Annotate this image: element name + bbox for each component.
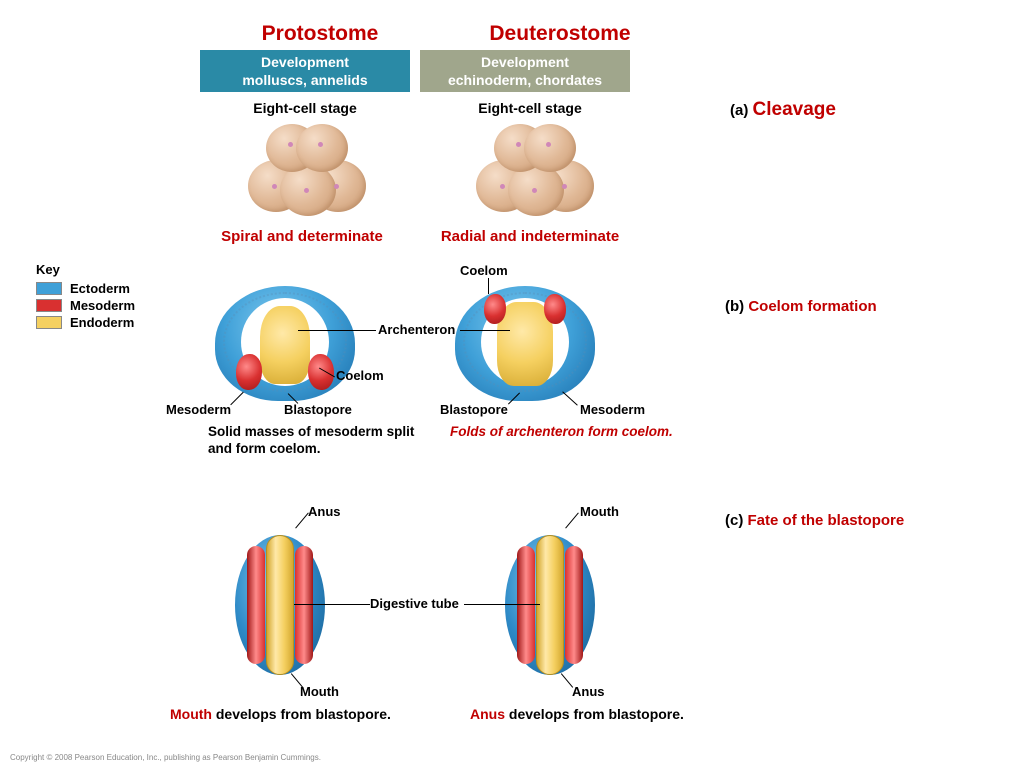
label-archenteron: Archenteron [378,322,455,337]
stage-label-left: Eight-cell stage [215,100,395,116]
protostome-title: Protostome [220,22,420,46]
label-mouth-deut: Mouth [580,504,619,519]
legend-key: Key Ectoderm Mesoderm Endoderm [36,262,135,332]
coelom-caption-right: Folds of archenteron form coelom. [450,424,680,441]
diagram-container: Protostome Deuterostome Development moll… [0,0,1024,768]
fate-caption-left: Mouth develops from blastopore. [170,706,391,722]
larva-protostome [230,530,330,680]
section-a-name: Cleavage [753,99,836,120]
cleavage-type-right: Radial and indeterminate [420,228,640,245]
gastrula-protostome [210,284,360,414]
larva-deuterostome [500,530,600,680]
key-title: Key [36,262,135,277]
swatch-mesoderm [36,299,62,312]
section-b-name: Coelom formation [748,298,876,315]
swatch-ectoderm [36,282,62,295]
label-mouth-proto: Mouth [300,684,339,699]
deuterostome-title: Deuterostome [460,22,660,46]
stage-label-right: Eight-cell stage [440,100,620,116]
embryo-spiral [248,122,358,222]
fate-right-em: Anus [470,706,505,722]
protostome-sub2: molluscs, annelids [200,72,410,90]
embryo-radial [476,122,586,222]
section-a: (a) Cleavage [730,99,836,121]
key-mesoderm: Mesoderm [70,298,135,313]
label-anus-proto: Anus [308,504,341,519]
label-coelom-left: Coelom [336,368,384,383]
label-mesoderm-right: Mesoderm [580,402,645,417]
section-b: (b) Coelom formation [725,298,877,315]
label-blastopore-right: Blastopore [440,402,508,417]
fate-left-rest: develops from blastopore. [212,706,391,722]
cleavage-type-left: Spiral and determinate [192,228,412,245]
key-ectoderm: Ectoderm [70,281,130,296]
coelom-caption-left: Solid masses of mesoderm split and form … [208,424,438,458]
gastrula-deuterostome [450,284,600,414]
fate-caption-right: Anus develops from blastopore. [470,706,684,722]
section-a-letter: (a) [730,102,748,119]
copyright-text: Copyright © 2008 Pearson Education, Inc.… [10,753,321,762]
key-endoderm: Endoderm [70,315,134,330]
protostome-header-box: Development molluscs, annelids [200,50,410,92]
section-c: (c) Fate of the blastopore [725,512,904,529]
label-anus-deut: Anus [572,684,605,699]
fate-left-em: Mouth [170,706,212,722]
section-c-name: Fate of the blastopore [748,512,905,529]
swatch-endoderm [36,316,62,329]
protostome-sub1: Development [200,54,410,72]
deuterostome-header-box: Development echinoderm, chordates [420,50,630,92]
deuterostome-sub1: Development [420,54,630,72]
deuterostome-sub2: echinoderm, chordates [420,72,630,90]
fate-right-rest: develops from blastopore. [505,706,684,722]
label-coelom-top: Coelom [460,263,508,278]
label-mesoderm-left: Mesoderm [166,402,231,417]
label-blastopore-left: Blastopore [284,402,352,417]
label-digestive-tube: Digestive tube [370,596,459,611]
section-c-letter: (c) [725,512,743,529]
section-b-letter: (b) [725,298,744,315]
